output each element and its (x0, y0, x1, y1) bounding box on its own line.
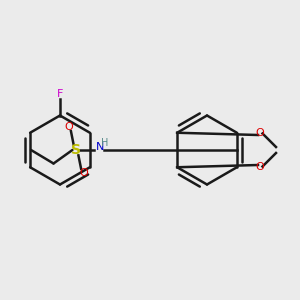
Text: O: O (255, 161, 264, 172)
Text: S: S (71, 143, 81, 157)
Text: O: O (64, 122, 73, 133)
Text: F: F (57, 89, 63, 100)
Text: H: H (101, 138, 109, 148)
Text: O: O (255, 128, 264, 139)
Text: N: N (96, 142, 104, 152)
Text: O: O (79, 167, 88, 178)
